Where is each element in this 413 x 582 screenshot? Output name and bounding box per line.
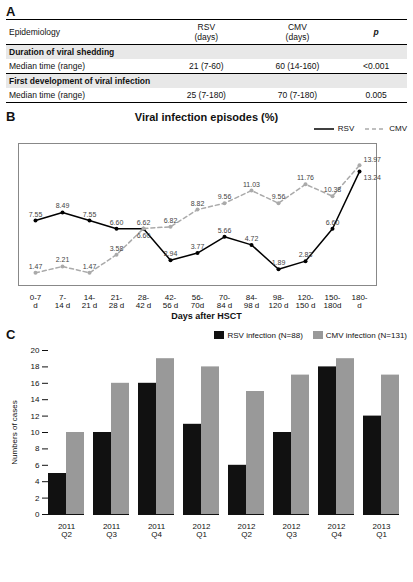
svg-text:11.76: 11.76 [297, 174, 314, 181]
svg-text:12: 12 [31, 412, 40, 421]
svg-text:6.60: 6.60 [137, 232, 151, 239]
svg-text:Numbers of cases: Numbers of cases [10, 400, 19, 464]
svg-text:5.66: 5.66 [218, 227, 232, 234]
svg-text:14: 14 [31, 395, 40, 404]
svg-text:8.49: 8.49 [56, 202, 70, 209]
svg-text:10: 10 [31, 428, 40, 437]
svg-text:120-150 d: 120-150 d [295, 293, 315, 310]
svg-text:2012Q2: 2012Q2 [238, 522, 256, 539]
svg-text:13.97: 13.97 [364, 156, 382, 163]
html-text:21 (7-60): 21 (7-60) [189, 61, 224, 71]
svg-text:0-7d: 0-7d [30, 293, 42, 310]
svg-text:9.56: 9.56 [272, 193, 286, 200]
svg-text:10.38: 10.38 [324, 186, 342, 193]
svg-text:28-42 d: 28-42 d [136, 293, 152, 310]
svg-text:6.60: 6.60 [326, 219, 340, 226]
svg-text:2012Q1: 2012Q1 [193, 522, 211, 539]
html-text:Median time (range): Median time (range) [9, 90, 86, 100]
svg-text:1.89: 1.89 [272, 259, 286, 266]
svg-text:6.62: 6.62 [137, 219, 151, 226]
svg-text:2.83: 2.83 [299, 251, 313, 258]
svg-text:4.72: 4.72 [245, 235, 259, 242]
svg-text:20: 20 [31, 346, 40, 355]
svg-text:21-28 d: 21-28 d [109, 293, 125, 310]
svg-text:6.82: 6.82 [164, 217, 178, 224]
html-text:60 (14-160): 60 (14-160) [275, 61, 320, 71]
svg-text:42-56 d: 42-56 d [163, 293, 179, 310]
svg-text:1.47: 1.47 [29, 263, 43, 270]
svg-text:3.58: 3.58 [110, 245, 124, 252]
html-text:CMV: CMV [389, 124, 407, 133]
svg-text:8.82: 8.82 [191, 200, 205, 207]
svg-text:2: 2 [35, 494, 40, 503]
svg-text:70-84 d: 70-84 d [217, 293, 233, 310]
svg-text:1.47: 1.47 [83, 263, 97, 270]
svg-text:7.55: 7.55 [83, 211, 97, 218]
svg-text:84-98 d: 84-98 d [244, 293, 260, 310]
svg-text:6.60: 6.60 [110, 219, 124, 226]
svg-text:2012Q4: 2012Q4 [328, 522, 346, 539]
svg-text:14-21 d: 14-21 d [82, 293, 98, 310]
svg-text:2011Q2: 2011Q2 [58, 522, 76, 539]
svg-text:9.56: 9.56 [218, 193, 232, 200]
svg-text:180-d: 180-d [351, 293, 367, 310]
html-text:CMV (days): CMV (days) [285, 22, 310, 42]
html-text:CMV infection (N=131): CMV infection (N=131) [325, 330, 407, 340]
html-text:Days after HSCT: Days after HSCT [171, 311, 242, 321]
svg-text:11.03: 11.03 [243, 181, 260, 188]
html-text:Viral infection episodes (%): Viral infection episodes (%) [134, 111, 279, 123]
svg-text:2011Q4: 2011Q4 [148, 522, 166, 539]
html-text:Duration of viral shedding: Duration of viral shedding [9, 47, 115, 57]
html-text:RSV: RSV [337, 124, 355, 133]
svg-text:8: 8 [35, 444, 40, 453]
svg-text:2012Q3: 2012Q3 [283, 522, 301, 539]
svg-text:2.94: 2.94 [164, 250, 178, 257]
html-text:B: B [6, 109, 16, 124]
html-text:70 (7-180): 70 (7-180) [277, 90, 317, 100]
svg-text:18: 18 [31, 362, 40, 371]
svg-text:2.21: 2.21 [56, 256, 70, 263]
svg-text:6: 6 [35, 461, 40, 470]
html-text:First development of viral inf: First development of viral infection [9, 76, 151, 86]
svg-text:150-180d: 150-180d [324, 293, 342, 310]
svg-text:3.77: 3.77 [191, 243, 205, 250]
svg-text:0: 0 [35, 510, 40, 519]
svg-text:2011Q3: 2011Q3 [103, 522, 121, 539]
html-text:25 (7-180): 25 (7-180) [186, 90, 226, 100]
html-text:p: p [373, 27, 379, 37]
svg-text:2013Q1: 2013Q1 [373, 522, 391, 539]
html-text:C: C [6, 327, 16, 342]
html-text:A: A [6, 4, 16, 19]
svg-text:13.24: 13.24 [364, 174, 382, 181]
html-text:RSV infection (N=88): RSV infection (N=88) [227, 330, 303, 340]
html-text:Median time (range): Median time (range) [9, 61, 86, 71]
svg-text:16: 16 [31, 379, 40, 388]
html-text:<0.001: <0.001 [363, 61, 390, 71]
html-text:RSV (days): RSV (days) [194, 22, 219, 42]
svg-text:4: 4 [35, 477, 40, 486]
html-text:0.005: 0.005 [365, 90, 387, 100]
svg-text:7.55: 7.55 [29, 211, 43, 218]
svg-text:98-120 d: 98-120 d [268, 293, 288, 310]
svg-text:56-70d: 56-70d [191, 293, 204, 310]
html-text:Epidemiology: Epidemiology [9, 27, 60, 37]
svg-text:7-14 d: 7-14 d [55, 293, 71, 310]
